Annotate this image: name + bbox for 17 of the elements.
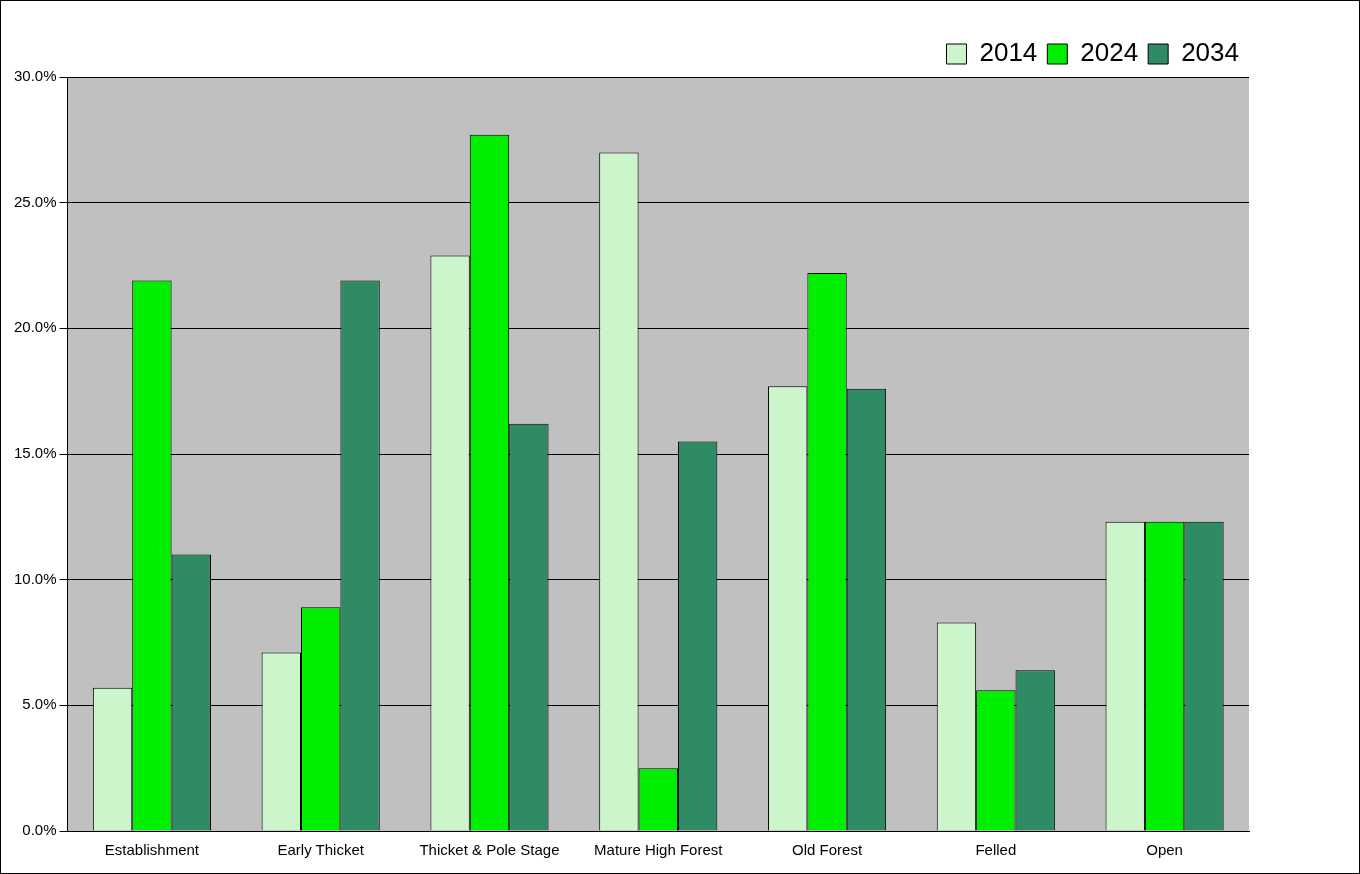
y-tick-label: 25.0%: [13, 192, 57, 210]
x-tick-label: Mature High Forest: [594, 841, 724, 859]
legend-label: 2024: [1080, 37, 1139, 68]
y-tick-label: 5.0%: [22, 695, 57, 713]
x-tick-label: Old Forest: [792, 841, 863, 859]
y-tick-label: 15.0%: [13, 444, 57, 462]
y-tick-label: 0.0%: [22, 821, 57, 839]
y-tick-label: 30.0%: [13, 67, 57, 85]
x-tick-label: Early Thicket: [277, 841, 365, 859]
x-tick-label: Open: [1146, 841, 1183, 859]
y-tick-label: 20.0%: [13, 318, 57, 336]
legend-label: 2034: [1181, 37, 1239, 68]
x-tick-label: Establishment: [104, 841, 200, 859]
legend-label: 2014: [979, 37, 1038, 68]
y-tick-label: 10.0%: [13, 569, 57, 587]
x-tick-label: Thicket & Pole Stage: [419, 841, 560, 859]
x-tick-label: Felled: [975, 841, 1017, 859]
